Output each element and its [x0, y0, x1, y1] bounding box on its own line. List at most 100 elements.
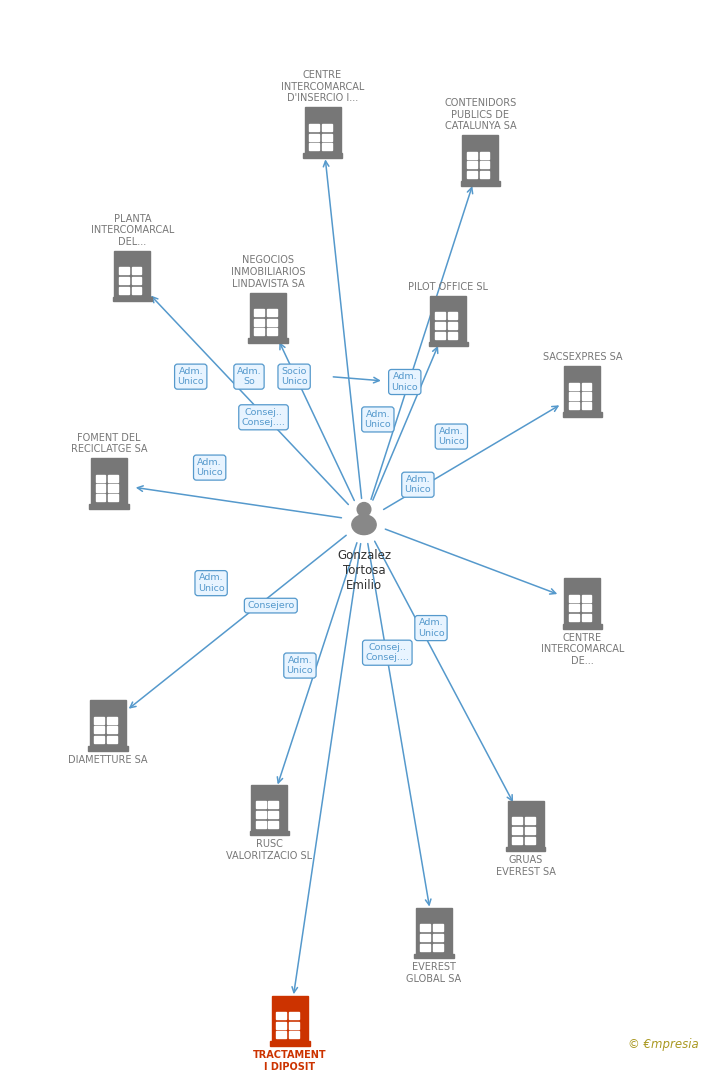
Bar	[429, 341, 468, 347]
Bar	[107, 717, 116, 723]
Bar	[304, 107, 341, 153]
Bar	[435, 312, 445, 319]
Text: Consejero: Consejero	[248, 601, 294, 610]
Bar	[303, 153, 342, 158]
Bar	[448, 332, 457, 339]
Bar	[114, 250, 151, 296]
Bar	[433, 924, 443, 931]
Text: TRACTAMENT
I DIPOSIT
ECOLOGIC...: TRACTAMENT I DIPOSIT ECOLOGIC...	[253, 1050, 327, 1070]
Bar	[269, 801, 278, 808]
Bar	[506, 846, 545, 852]
Bar	[251, 784, 288, 830]
Bar	[276, 1022, 286, 1028]
Bar	[256, 801, 266, 808]
Bar	[433, 934, 443, 941]
Bar	[569, 402, 579, 410]
Bar	[309, 143, 319, 151]
Text: RUSC
VALORITZACIO SL: RUSC VALORITZACIO SL	[226, 839, 312, 860]
Bar	[322, 134, 331, 140]
Bar	[269, 821, 278, 828]
Bar	[564, 366, 601, 412]
Bar	[430, 295, 467, 341]
Bar	[132, 277, 141, 284]
Bar	[564, 578, 601, 624]
Bar	[563, 624, 602, 629]
Bar	[525, 837, 534, 844]
Bar	[248, 338, 288, 343]
Text: Adm.
Unico: Adm. Unico	[178, 367, 204, 386]
Bar	[256, 811, 266, 817]
Bar	[582, 393, 591, 399]
Circle shape	[357, 503, 371, 516]
Bar	[107, 727, 116, 733]
Bar	[91, 458, 127, 504]
Bar	[90, 700, 126, 746]
Bar	[276, 1012, 286, 1019]
Text: Adm.
Unico: Adm. Unico	[392, 372, 418, 392]
Bar	[132, 287, 141, 294]
Bar	[435, 332, 445, 339]
Text: Adm.
Unico: Adm. Unico	[405, 475, 431, 494]
Bar	[119, 268, 129, 274]
Bar	[94, 717, 104, 723]
Text: Adm.
So: Adm. So	[237, 367, 261, 386]
Bar	[95, 494, 106, 502]
Bar	[461, 181, 500, 186]
Text: Socio
Unico: Socio Unico	[281, 367, 307, 386]
Bar	[289, 1022, 298, 1028]
Text: SACSEXPRES SA: SACSEXPRES SA	[542, 352, 622, 363]
Text: PILOT OFFICE SL: PILOT OFFICE SL	[408, 281, 488, 292]
Ellipse shape	[352, 515, 376, 535]
Bar	[132, 268, 141, 274]
Bar	[512, 817, 522, 824]
Text: DIAMETTURE SA: DIAMETTURE SA	[68, 754, 148, 765]
Bar	[250, 830, 289, 836]
Text: GRUAS
EVEREST SA: GRUAS EVEREST SA	[496, 855, 555, 876]
Bar	[414, 953, 454, 959]
Bar	[569, 605, 579, 611]
Text: Adm.
Unico: Adm. Unico	[418, 618, 444, 638]
Bar	[270, 1041, 309, 1046]
Bar	[309, 134, 319, 140]
Bar	[88, 746, 127, 751]
Bar	[322, 143, 331, 151]
Bar	[254, 328, 264, 336]
Bar	[582, 402, 591, 410]
Bar	[289, 1031, 298, 1039]
Bar	[512, 837, 522, 844]
Text: Gonzalez
Tortosa
Emilio: Gonzalez Tortosa Emilio	[337, 549, 391, 592]
Text: CENTRE
INTERCOMARCAL
D'INSERCIO I...: CENTRE INTERCOMARCAL D'INSERCIO I...	[281, 71, 364, 104]
Text: Adm.
Unico: Adm. Unico	[198, 574, 224, 593]
Text: Adm.
Unico: Adm. Unico	[197, 458, 223, 477]
Bar	[435, 322, 445, 328]
Bar	[563, 412, 602, 417]
Bar	[267, 319, 277, 325]
Bar	[276, 1031, 286, 1039]
Text: Adm.
Unico: Adm. Unico	[438, 427, 464, 446]
Bar	[467, 152, 477, 158]
Text: © €mpresia: © €mpresia	[628, 1038, 699, 1051]
Bar	[525, 827, 534, 834]
Bar	[507, 800, 544, 846]
Bar	[107, 736, 116, 744]
Bar	[582, 605, 591, 611]
Bar	[569, 595, 579, 601]
Bar	[108, 475, 118, 482]
Text: FOMENT DEL
RECICLATGE SA: FOMENT DEL RECICLATGE SA	[71, 433, 148, 455]
Bar	[467, 171, 477, 179]
Bar	[582, 383, 591, 389]
Bar	[569, 383, 579, 389]
Bar	[95, 485, 106, 491]
Text: Adm.
Unico: Adm. Unico	[287, 656, 313, 675]
Text: Consej..
Consej....: Consej.. Consej....	[365, 643, 409, 662]
Bar	[119, 287, 129, 294]
Bar	[569, 614, 579, 622]
Bar	[108, 485, 118, 491]
Bar	[582, 614, 591, 622]
Bar	[448, 312, 457, 319]
Bar	[416, 907, 452, 953]
Bar	[267, 328, 277, 336]
Text: Adm.
Unico: Adm. Unico	[365, 410, 391, 429]
Bar	[462, 135, 499, 181]
Bar	[480, 152, 489, 158]
